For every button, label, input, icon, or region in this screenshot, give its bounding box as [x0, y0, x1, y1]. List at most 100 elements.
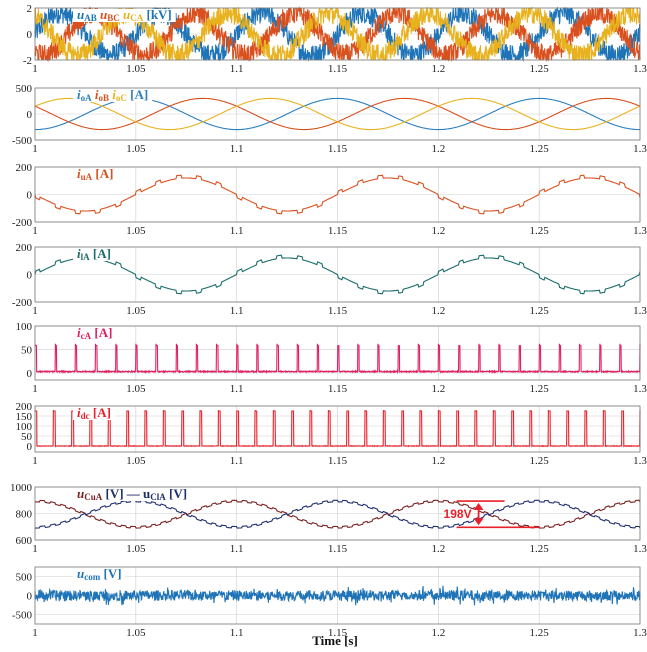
label-part: [A] — [127, 87, 148, 102]
x-tick-label: 1.1 — [230, 225, 244, 237]
label-part: AB — [84, 13, 97, 23]
x-tick-label: 1.05 — [126, 143, 146, 155]
x-tick-label: 1.15 — [328, 543, 348, 555]
plot-frame — [34, 7, 641, 61]
y-tick-label: 0 — [27, 591, 33, 603]
y-tick-label: -200 — [12, 297, 33, 309]
label-part: i — [109, 87, 116, 102]
label-part: [V] — [166, 486, 187, 501]
label-bg — [73, 168, 118, 181]
series-icA — [34, 343, 641, 375]
y-tick-label: 800 — [16, 509, 33, 521]
x-tick-label: 1.2 — [431, 305, 445, 317]
x-tick-label: 1.2 — [431, 455, 445, 467]
x-tick-label: 1.25 — [530, 63, 550, 75]
y-tick-label: 0 — [27, 270, 33, 282]
x-tick-label: 1.2 — [431, 383, 445, 395]
x-tick-label: 1.2 — [431, 63, 445, 75]
label-bg — [73, 407, 115, 420]
x-tick-label: 1.15 — [328, 305, 348, 317]
x-tick-label: 1.25 — [530, 225, 550, 237]
x-tick-label: 1 — [32, 383, 38, 395]
label-part: oB — [99, 93, 110, 103]
label-part: CA — [130, 13, 143, 23]
panel-label: uCuA [V] — uClA [V] — [77, 486, 187, 502]
x-tick-label: 1.05 — [126, 63, 146, 75]
y-tick-label: 50 — [21, 344, 33, 356]
label-bg — [73, 327, 117, 340]
label-part: i — [77, 325, 81, 340]
panel-label: uAB uBC uCA [kV] — [77, 7, 172, 23]
series-ioC — [34, 97, 641, 131]
y-tick-label: -500 — [12, 610, 33, 622]
y-tick-label: 500 — [16, 572, 33, 584]
label-part: dc — [81, 411, 90, 421]
label-part: [V] — u — [102, 486, 150, 501]
panel-4: -200 0 200 1 1.05 1.1 1.15 1.2 1.25 1.3 ilA [A] — [12, 242, 647, 317]
panel-label: iuA [A] — [77, 166, 113, 182]
y-tick-label: 50 — [21, 431, 33, 443]
label-part: lA — [81, 252, 91, 262]
x-tick-label: 1 — [32, 225, 38, 237]
x-tick-label: 1.15 — [328, 63, 348, 75]
x-tick-label: 1.1 — [230, 383, 244, 395]
y-tick-label: 500 — [16, 83, 33, 95]
label-part: u — [77, 486, 84, 501]
y-tick-label: 0 — [27, 190, 33, 202]
label-part: [A] — [90, 246, 111, 261]
series-ilA — [34, 254, 641, 295]
x-tick-label: 1.3 — [633, 225, 647, 237]
x-tick-label: 1.15 — [328, 383, 348, 395]
label-part: [V] — [100, 566, 121, 581]
label-bg — [73, 248, 115, 261]
y-tick-label: 100 — [16, 421, 33, 433]
label-part: i — [77, 246, 81, 261]
x-tick-label: 1.15 — [328, 627, 348, 639]
y-tick-label: -2 — [23, 55, 32, 67]
series-uAB — [34, 6, 641, 62]
plot-frame — [34, 246, 641, 303]
label-bg — [73, 488, 192, 501]
plot-frame — [34, 566, 641, 625]
x-tick-label: 1.05 — [126, 383, 146, 395]
x-tick-label: 1 — [32, 543, 38, 555]
x-tick-label: 1.25 — [530, 627, 550, 639]
y-tick-label: 0 — [27, 29, 33, 41]
x-tick-label: 1.3 — [633, 383, 647, 395]
label-part: cA — [81, 331, 92, 341]
x-tick-label: 1.05 — [126, 543, 146, 555]
x-tick-label: 1.05 — [126, 455, 146, 467]
label-part: oA — [81, 93, 93, 103]
label-part: [A] — [92, 166, 113, 181]
y-tick-label: 200 — [16, 242, 33, 254]
annotation-text: 198V — [444, 507, 472, 521]
x-tick-label: 1.15 — [328, 225, 348, 237]
x-tick-label: 1.25 — [530, 455, 550, 467]
x-tick-label: 1.25 — [530, 143, 550, 155]
x-tick-label: 1.15 — [328, 455, 348, 467]
x-tick-label: 1.25 — [530, 383, 550, 395]
x-tick-label: 1 — [32, 143, 38, 155]
y-tick-label: 100 — [16, 321, 33, 333]
x-tick-label: 1.3 — [633, 627, 647, 639]
label-part: u — [97, 7, 107, 22]
label-bg — [73, 9, 176, 22]
y-tick-label: 1000 — [10, 482, 33, 494]
x-tick-label: 1.1 — [230, 305, 244, 317]
x-tick-label: 1.2 — [431, 627, 445, 639]
x-tick-label: 1.1 — [230, 63, 244, 75]
label-part: i — [92, 87, 99, 102]
panel-5: 0 50 100 1 1.05 1.1 1.15 1.2 1.25 1.3 icA [A] — [16, 321, 647, 395]
panel-3: -200 0 200 1 1.05 1.1 1.15 1.2 1.25 1.3 iuA [A] — [12, 162, 647, 237]
panel-7: 600 800 1000 1 1.05 1.1 1.15 1.2 1.25 1.3 uCuA [V]… — [10, 482, 647, 555]
label-part: i — [77, 87, 81, 102]
plot-frame — [34, 405, 641, 453]
x-tick-label: 1.1 — [230, 543, 244, 555]
y-tick-label: 2 — [27, 3, 33, 15]
x-tick-label: 1.1 — [230, 143, 244, 155]
x-tick-label: 1.3 — [633, 143, 647, 155]
x-tick-label: 1.15 — [328, 143, 348, 155]
